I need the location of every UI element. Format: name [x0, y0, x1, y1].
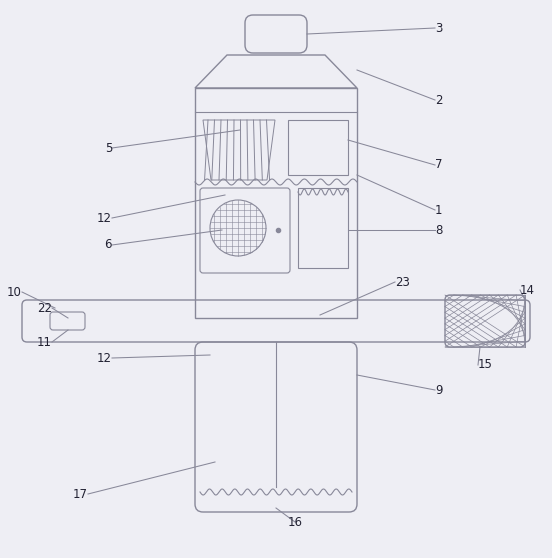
Text: 15: 15 [478, 358, 493, 372]
Text: 17: 17 [73, 488, 88, 501]
Text: 11: 11 [37, 335, 52, 349]
Text: 8: 8 [435, 224, 442, 237]
Text: 3: 3 [435, 22, 442, 35]
Text: 1: 1 [435, 204, 443, 217]
Text: 23: 23 [395, 276, 410, 288]
Bar [298, 188, 348, 268]
Text: 12: 12 [97, 211, 112, 224]
Text: 6: 6 [104, 238, 112, 252]
Text: 10: 10 [7, 286, 22, 299]
Text: 7: 7 [435, 158, 443, 171]
Text: 14: 14 [520, 283, 535, 296]
Text: 22: 22 [37, 301, 52, 315]
Text: 9: 9 [435, 383, 443, 397]
Bar [288, 120, 348, 175]
Text: 16: 16 [288, 516, 302, 528]
Bar [195, 88, 357, 318]
Text: 12: 12 [97, 352, 112, 364]
Text: 2: 2 [435, 94, 443, 107]
Text: 5: 5 [105, 142, 112, 155]
